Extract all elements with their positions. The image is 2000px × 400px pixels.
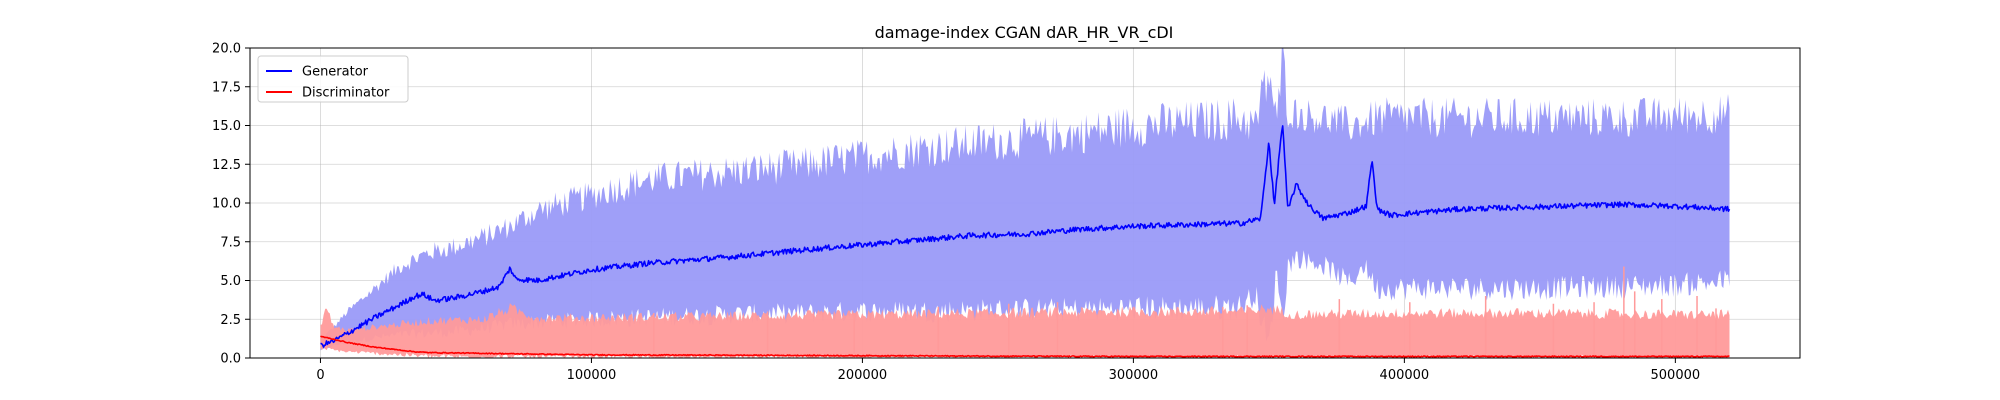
legend-box — [257, 55, 409, 103]
x-tick-label: 0 — [316, 368, 324, 383]
y-tick-label: 12.5 — [212, 158, 241, 173]
series-lines — [320, 125, 1731, 358]
discriminator-band — [320, 303, 1730, 358]
generator-line — [320, 125, 1731, 348]
y-tick-label: 2.5 — [220, 313, 241, 328]
x-tick-label: 200000 — [838, 368, 888, 383]
bands — [320, 48, 1730, 358]
x-tick-label: 300000 — [1109, 368, 1159, 383]
chart-title: damage-index CGAN dAR_HR_VR_cDI — [875, 23, 1174, 43]
y-tick-label: 5.0 — [220, 274, 241, 289]
y-tick-label: 7.5 — [220, 235, 241, 250]
y-tick-label: 20.0 — [212, 42, 241, 57]
legend-label-discriminator: Discriminator — [302, 86, 390, 101]
legend-label-generator: Generator — [302, 65, 369, 80]
spikes — [653, 266, 1717, 358]
y-tick-label: 0.0 — [220, 352, 241, 367]
y-tick-label: 17.5 — [212, 80, 241, 95]
legend: Generator Discriminator — [257, 55, 409, 103]
discriminator-line — [320, 335, 1730, 358]
y-axis: 0.0 2.5 5.0 7.5 10.0 12.5 15.0 17.5 20.0 — [212, 42, 250, 367]
x-tick-label: 400000 — [1380, 368, 1430, 383]
y-tick-label: 10.0 — [212, 197, 241, 212]
x-tick-label: 500000 — [1651, 368, 1701, 383]
x-axis: 0 100000 200000 300000 400000 500000 — [316, 358, 1700, 383]
generator-band — [320, 48, 1730, 351]
y-tick-label: 15.0 — [212, 119, 241, 134]
x-tick-label: 100000 — [567, 368, 617, 383]
